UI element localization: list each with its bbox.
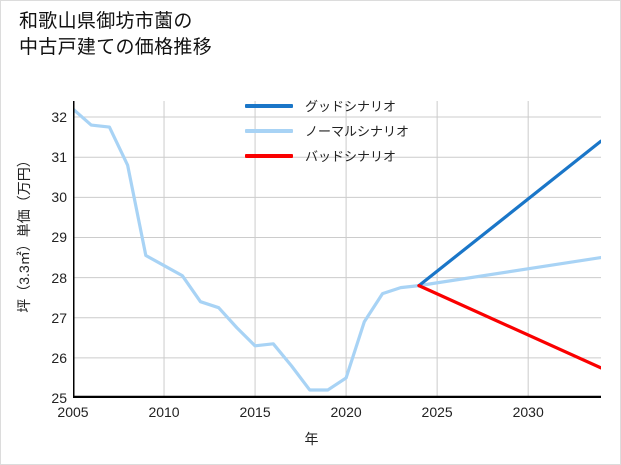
chart-legend: グッドシナリオ ノーマルシナリオ バッドシナリオ [245, 93, 435, 168]
legend-item: ノーマルシナリオ [245, 118, 435, 143]
legend-swatch-icon [245, 103, 293, 108]
grid-lines [73, 101, 601, 398]
x-tick-label: 2020 [330, 404, 362, 420]
series-line-ノーマルシナリオ [73, 107, 601, 392]
series-lines [73, 107, 601, 392]
x-axis-label: 年 [304, 431, 319, 447]
series-line-バッドシナリオ [417, 284, 601, 370]
y-tick-label: 27 [51, 309, 67, 326]
plot-canvas [73, 101, 601, 398]
x-axis-tick-labels: 2005 2010 2015 2020 2025 2030 [57, 404, 601, 425]
legend-item: グッドシナリオ [245, 93, 435, 118]
legend-item: バッドシナリオ [245, 143, 435, 168]
legend-label: ノーマルシナリオ [305, 124, 410, 139]
x-tick-label: 2025 [421, 404, 453, 420]
legend-label: グッドシナリオ [305, 99, 397, 114]
legend-swatch-icon [245, 153, 293, 158]
legend-swatch-icon [245, 128, 293, 133]
y-tick-label: 30 [51, 189, 67, 206]
y-tick-label: 29 [51, 229, 67, 246]
y-tick-label: 25 [51, 390, 67, 406]
y-tick-label: 32 [51, 109, 67, 126]
y-axis-tick-labels: 25 26 27 28 29 30 31 32 [29, 101, 67, 405]
x-tick-label: 2005 [57, 404, 89, 420]
x-tick-label: 2015 [239, 404, 271, 420]
series-line-グッドシナリオ [417, 139, 601, 288]
page-title: 和歌山県御坊市薗の 中古戸建ての価格推移 [19, 11, 213, 59]
y-tick-label: 28 [51, 269, 67, 286]
x-tick-label: 2010 [148, 404, 180, 420]
legend-label: バッドシナリオ [305, 149, 397, 164]
plot-area [73, 101, 601, 398]
y-tick-label: 26 [51, 349, 67, 366]
y-tick-label: 31 [51, 149, 67, 166]
x-tick-label: 2030 [512, 404, 544, 420]
